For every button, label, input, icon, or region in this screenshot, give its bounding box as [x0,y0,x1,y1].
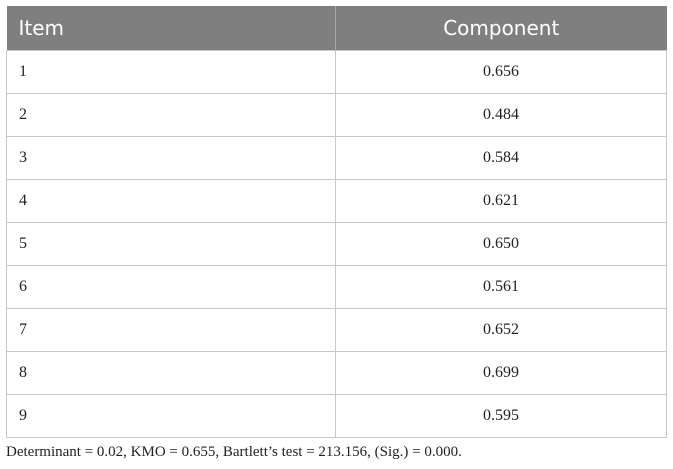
table-row: 5 0.650 [6,222,667,266]
header-row: Item Component [6,6,667,51]
value-cell: 0.595 [335,394,667,438]
value-cell: 0.699 [335,351,667,395]
table-note: Determinant = 0.02, KMO = 0.655, Bartlet… [6,444,462,460]
item-cell: 8 [6,351,336,395]
table-row: 7 0.652 [6,308,667,352]
header-cell: Component [335,6,667,51]
item-cell: 2 [6,93,336,137]
item-cell: 3 [6,136,336,180]
value-cell: 0.621 [335,179,667,223]
table-row: 8 0.699 [6,351,667,395]
value-cell: 0.656 [335,50,667,94]
value-cell: 0.652 [335,308,667,352]
table-row: 6 0.561 [6,265,667,309]
value-cell: 0.561 [335,265,667,309]
item-cell: 6 [6,265,336,309]
item-cell: 5 [6,222,336,266]
item-cell: 9 [6,394,336,438]
table-row: 9 0.595 [6,394,667,438]
item-cell: 1 [6,50,336,94]
value-cell: 0.484 [335,93,667,137]
table-body: 1 0.656 2 0.484 3 0.584 4 0.621 5 0.650 6 0.561 7 0.6… [6,50,667,438]
table-row: 2 0.484 [6,93,667,137]
header-cell: Item [6,6,336,51]
table-row: 1 0.656 [6,50,667,94]
value-cell: 0.584 [335,136,667,180]
table-row: 4 0.621 [6,179,667,223]
table-row: 3 0.584 [6,136,667,180]
value-cell: 0.650 [335,222,667,266]
item-cell: 4 [6,179,336,223]
data-table: Item Component 1 0.656 2 0.484 3 0.584 4 0.621 5… [6,6,667,438]
item-cell: 7 [6,308,336,352]
